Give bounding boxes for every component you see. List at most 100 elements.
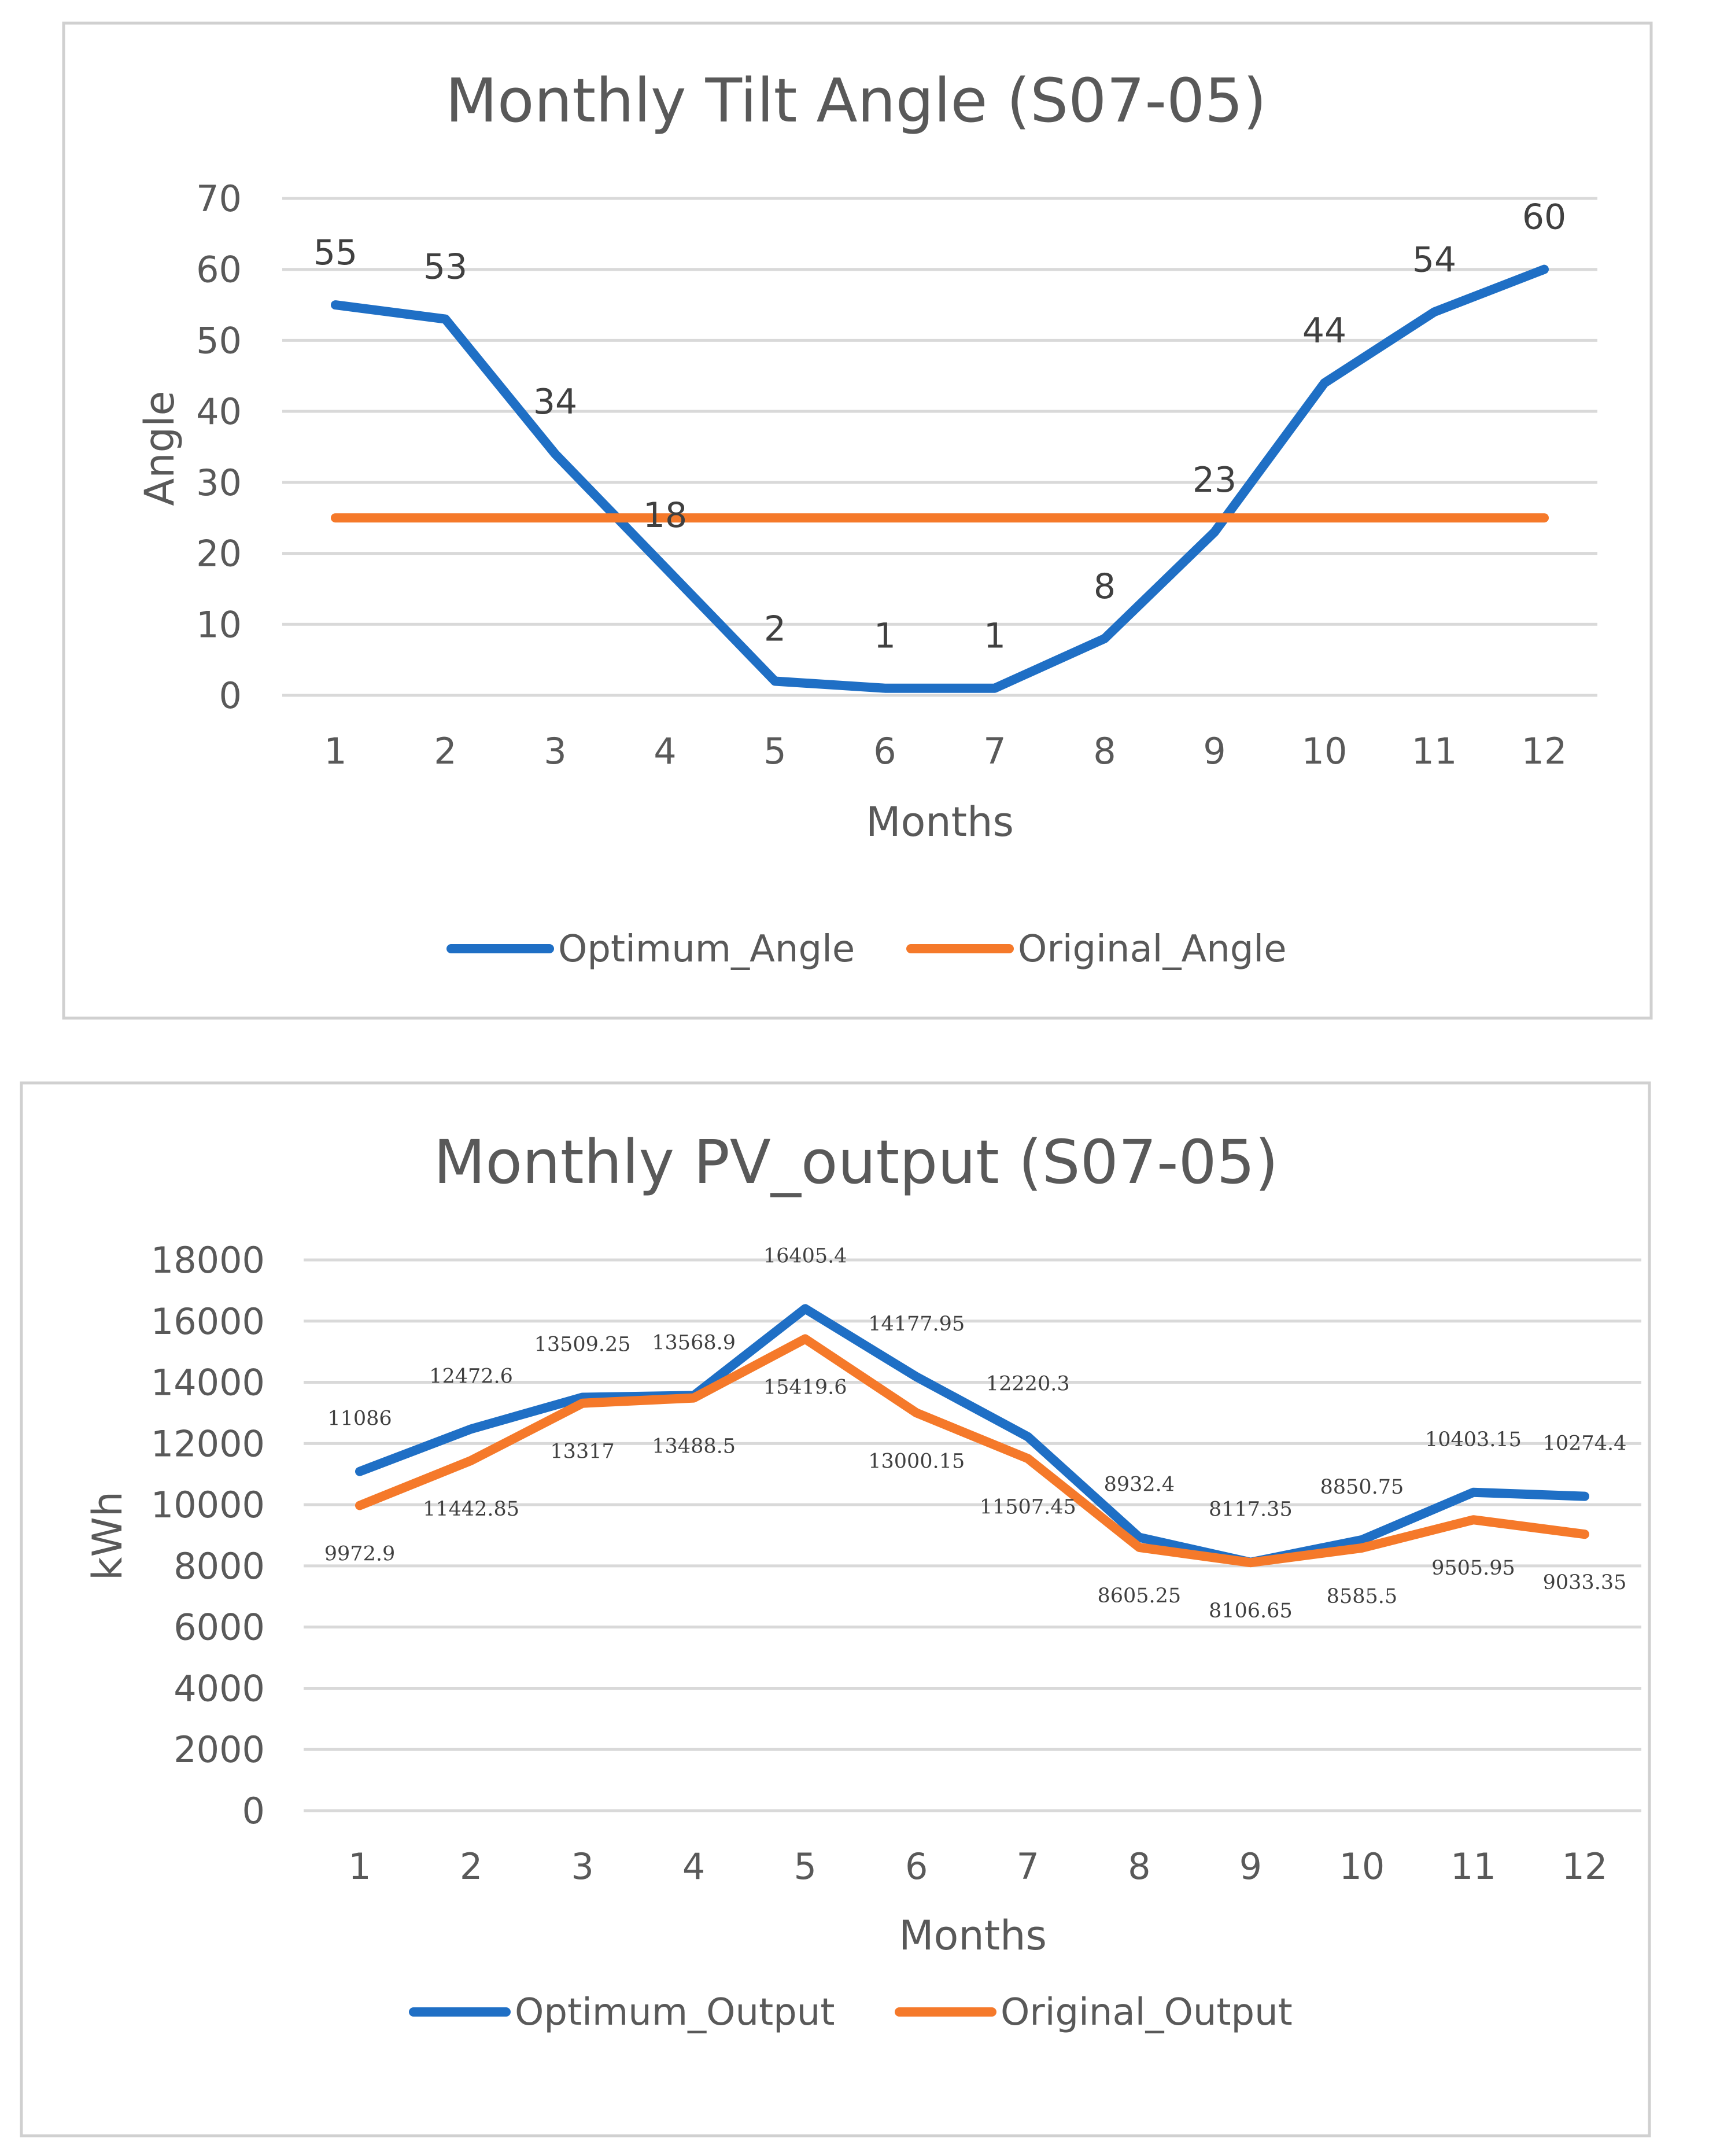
data-point (804, 1308, 806, 1310)
series-line-original-output (355, 1334, 1589, 1568)
data-point (1434, 311, 1435, 313)
data-point (884, 517, 885, 519)
data-point (582, 1396, 584, 1398)
data-label: 13568.9 (652, 1331, 736, 1354)
y-tick-label: 14000 (151, 1362, 265, 1404)
data-point (1104, 637, 1105, 639)
data-point (555, 517, 556, 519)
data-point (359, 1505, 360, 1506)
x-axis-label: Months (866, 798, 1014, 846)
data-label: 15419.6 (763, 1376, 847, 1399)
data-point (994, 517, 995, 519)
data-point (445, 517, 446, 519)
data-point (693, 1397, 695, 1399)
x-tick-label: 6 (905, 1845, 928, 1888)
data-point (1104, 517, 1105, 519)
x-tick-label: 2 (434, 730, 456, 772)
data-point (555, 453, 556, 455)
y-axis-label: Angle (136, 390, 183, 506)
x-tick-label: 4 (654, 730, 676, 772)
data-label: 8 (1094, 566, 1116, 607)
y-tick-label: 30 (196, 462, 242, 504)
x-tick-label: 2 (460, 1845, 482, 1888)
data-point (1027, 1458, 1029, 1460)
data-label: 23 (1193, 460, 1236, 500)
data-point (804, 1338, 806, 1340)
data-label: 54 (1412, 239, 1456, 280)
x-tick-label: 7 (1017, 1845, 1039, 1888)
data-label: 8850.75 (1320, 1476, 1404, 1499)
x-tick-label: 11 (1412, 730, 1457, 772)
data-point (665, 517, 666, 519)
data-point (1544, 517, 1545, 519)
x-tick-label: 3 (544, 730, 566, 772)
x-tick-label: 3 (571, 1845, 593, 1888)
x-tick-label: 1 (324, 730, 346, 772)
data-label: 11086 (327, 1407, 392, 1431)
data-point (1324, 382, 1325, 384)
y-tick-label: 0 (242, 1790, 265, 1832)
data-point (1361, 1547, 1363, 1549)
data-point (1138, 1546, 1140, 1548)
data-label: 10274.4 (1543, 1432, 1627, 1455)
data-point (1027, 1436, 1029, 1438)
pv-output-chart: Monthly PV_output (S07-05) 0 2000 4000 6000… (20, 1081, 1651, 2137)
legend-label-original-output: Original_Output (1001, 1991, 1293, 2034)
y-tick-label: 12000 (151, 1422, 265, 1465)
legend-label-optimum-output: Optimum_Output (515, 1991, 835, 2034)
y-tick-label: 6000 (174, 1606, 265, 1649)
data-point (1361, 1539, 1363, 1540)
x-axis-label: Months (899, 1912, 1047, 1959)
y-tick-label: 0 (219, 675, 242, 717)
legend-label-original-angle: Original_Angle (1018, 928, 1287, 971)
data-point (774, 680, 776, 682)
chart-frame (20, 1081, 1651, 2137)
data-point (335, 517, 336, 519)
data-label: 9033.35 (1543, 1571, 1627, 1594)
data-label: 12472.6 (429, 1365, 513, 1388)
y-tick-label: 70 (196, 178, 242, 220)
data-point (359, 1470, 360, 1472)
legend: Optimum_Angle Original_Angle (446, 928, 1287, 971)
data-label: 11507.45 (980, 1495, 1076, 1519)
chart-title: Monthly PV_output (S07-05) (434, 1127, 1279, 1197)
x-tick-label: 8 (1093, 730, 1116, 772)
data-label: 2 (764, 609, 786, 649)
data-label: 9972.9 (324, 1543, 395, 1566)
x-tick-label: 11 (1450, 1845, 1496, 1888)
data-label: 13317 (550, 1440, 614, 1464)
data-point (1584, 1534, 1585, 1535)
data-label: 8605.25 (1097, 1584, 1181, 1608)
data-label: 13488.5 (652, 1435, 736, 1458)
data-label: 8932.4 (1104, 1473, 1175, 1497)
data-point (445, 318, 446, 320)
x-tick-label: 10 (1302, 730, 1348, 772)
x-tick-label: 9 (1239, 1845, 1262, 1888)
data-label: 44 (1302, 311, 1346, 351)
y-tick-label: 18000 (151, 1239, 265, 1281)
y-tick-label: 2000 (174, 1729, 265, 1771)
data-point (470, 1428, 472, 1430)
data-label: 53 (423, 247, 467, 288)
data-point (1472, 1491, 1474, 1493)
x-tick-label: 6 (873, 730, 896, 772)
legend: Optimum_Output Original_Output (409, 1991, 1293, 2034)
x-tick-label: 4 (682, 1845, 705, 1888)
x-tick-label: 5 (793, 1845, 816, 1888)
data-point (1434, 517, 1435, 519)
data-point (1214, 531, 1215, 533)
data-point (335, 304, 336, 306)
y-tick-label: 10000 (151, 1484, 265, 1526)
data-label: 11442.85 (423, 1498, 519, 1521)
data-label: 16405.4 (763, 1244, 847, 1267)
y-tick-label: 60 (196, 249, 242, 291)
data-label: 55 (313, 233, 357, 273)
data-point (1472, 1519, 1474, 1521)
data-label: 9505.95 (1431, 1557, 1515, 1580)
legend-label-optimum-angle: Optimum_Angle (558, 928, 855, 971)
y-tick-label: 10 (196, 603, 242, 646)
data-point (884, 687, 885, 689)
data-label: 8585.5 (1327, 1585, 1397, 1608)
data-point (994, 687, 995, 689)
